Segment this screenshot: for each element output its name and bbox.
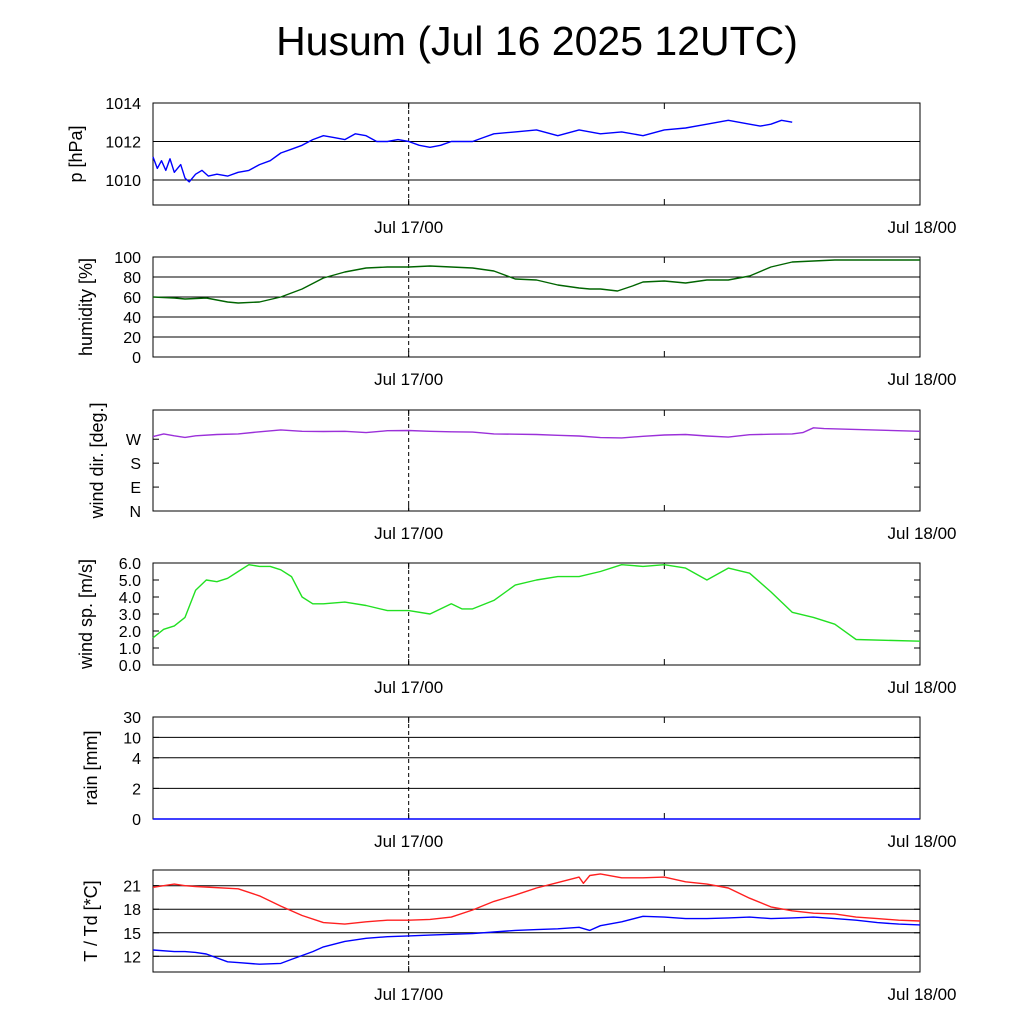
panel-1: 0 20 40 60 80 100 humidity [%] Jul 17/00 Jul 18/…	[76, 250, 957, 389]
plot-frame	[152, 716, 921, 820]
y-tick-label: 6.0	[119, 556, 141, 573]
y-axis-label: wind dir. [deg.]	[87, 402, 107, 519]
y-tick-label: 15	[123, 926, 141, 943]
y-tick-label: 12	[123, 949, 141, 966]
y-axis-label: p [hPa]	[66, 125, 86, 182]
x-tick-label: Jul 18/00	[888, 985, 957, 1004]
plot-frame	[152, 409, 921, 512]
y-tick-label: 20	[123, 330, 141, 347]
x-tick-label: Jul 17/00	[374, 678, 443, 697]
panel-5: 12 15 18 21 T / Td [*C] Jul 17/00 Jul 18/00	[81, 869, 957, 1004]
chart-title: Husum (Jul 16 2025 12UTC)	[276, 18, 798, 64]
y-tick-label: 1014	[105, 96, 141, 113]
x-tick-label: Jul 18/00	[888, 370, 957, 389]
panel-3: 0.01.02.03.04.05.06.0 wind sp. [m/s] Jul 1…	[76, 556, 957, 697]
y-tick-label: 5.0	[119, 573, 141, 590]
y-tick-label: 3.0	[119, 607, 141, 624]
y-axis-label: T / Td [*C]	[81, 880, 101, 961]
panel-0: 1010 1012 1014 p [hPa] Jul 17/00 Jul 18/00	[66, 96, 957, 237]
x-tick-label: Jul 17/00	[374, 370, 443, 389]
y-axis-label: humidity [%]	[76, 258, 96, 356]
y-tick-label: E	[130, 480, 141, 497]
y-axis-label: wind sp. [m/s]	[76, 559, 96, 670]
series-line-0	[152, 873, 921, 925]
panel-4: 0 2 4 10 30 rain [mm] Jul 17/00 Jul 18/00	[81, 710, 957, 851]
y-tick-label: N	[129, 504, 141, 521]
y-tick-label: W	[126, 432, 142, 449]
y-tick-label: 1010	[105, 173, 141, 190]
y-tick-label: 0	[132, 812, 141, 829]
series-line-0	[152, 564, 921, 642]
series-line-1	[152, 915, 921, 965]
y-tick-label: 80	[123, 270, 141, 287]
series-line-0	[152, 259, 920, 304]
series-line-0	[152, 119, 793, 183]
y-tick-label: 10	[123, 730, 141, 747]
series-line-0	[152, 427, 921, 439]
y-tick-label: 0.0	[119, 658, 141, 675]
y-tick-label: 4	[132, 751, 141, 768]
x-tick-label: Jul 17/00	[374, 524, 443, 543]
y-tick-label: 4.0	[119, 590, 141, 607]
y-axis-label: rain [mm]	[81, 730, 101, 805]
y-tick-label: S	[130, 456, 141, 473]
x-tick-label: Jul 17/00	[374, 985, 443, 1004]
y-tick-label: 2	[132, 781, 141, 798]
plot-frame	[152, 256, 921, 358]
plot-frame	[152, 102, 921, 206]
plot-frame	[152, 562, 921, 666]
y-tick-label: 18	[123, 902, 141, 919]
y-tick-label: 21	[123, 879, 141, 896]
y-tick-label: 100	[114, 250, 141, 267]
x-tick-label: Jul 17/00	[374, 832, 443, 851]
y-tick-label: 60	[123, 290, 141, 307]
x-tick-label: Jul 18/00	[888, 832, 957, 851]
y-tick-label: 0	[132, 350, 141, 367]
y-tick-label: 1.0	[119, 641, 141, 658]
y-tick-label: 30	[123, 710, 141, 727]
y-tick-label: 1012	[105, 134, 141, 151]
y-tick-label: 40	[123, 310, 141, 327]
y-tick-label: 2.0	[119, 624, 141, 641]
x-tick-label: Jul 18/00	[888, 524, 957, 543]
x-tick-label: Jul 17/00	[374, 218, 443, 237]
x-tick-label: Jul 18/00	[888, 218, 957, 237]
x-tick-label: Jul 18/00	[888, 678, 957, 697]
